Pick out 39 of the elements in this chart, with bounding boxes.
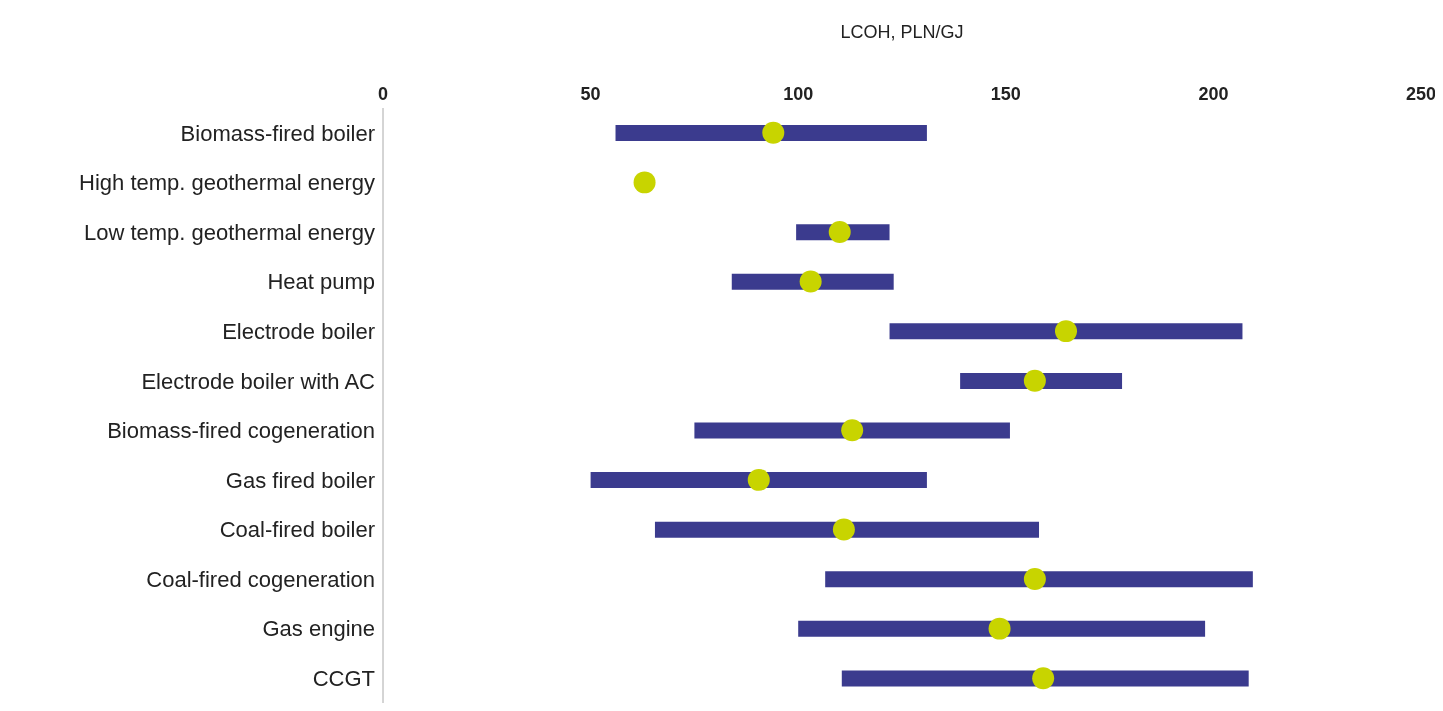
x-tick-label: 0 bbox=[377, 84, 389, 104]
point bbox=[841, 419, 864, 442]
x-tick-label: 250 bbox=[1405, 84, 1437, 104]
y-tick-label: Low temp. geothermal energy bbox=[83, 219, 375, 245]
bar bbox=[798, 620, 1206, 637]
y-tick-label: Gas fired boiler bbox=[225, 467, 375, 493]
y-tick-label: Heat pump bbox=[267, 269, 375, 295]
y-tick-label: CCGT bbox=[312, 666, 375, 692]
point bbox=[988, 617, 1011, 640]
point bbox=[762, 121, 785, 144]
point bbox=[799, 270, 822, 293]
bar bbox=[694, 422, 1010, 439]
y-tick-label: Electrode boiler with AC bbox=[141, 368, 376, 394]
bar bbox=[825, 571, 1253, 588]
x-tick-label: 200 bbox=[1198, 84, 1229, 104]
point bbox=[832, 518, 855, 541]
bar bbox=[615, 125, 927, 141]
y-tick-label: Gas engine bbox=[262, 616, 375, 642]
point bbox=[747, 468, 770, 491]
x-tick-label: 150 bbox=[990, 84, 1021, 104]
bar bbox=[654, 521, 1040, 538]
point bbox=[828, 220, 851, 243]
y-tick-label: High temp. geothermal energy bbox=[79, 170, 375, 196]
y-tick-label: Coal-fired boiler bbox=[219, 517, 375, 543]
point bbox=[1023, 369, 1046, 392]
y-tick-label: Biomass-fired cogeneration bbox=[107, 418, 375, 444]
y-tick-label: Biomass-fired boiler bbox=[180, 120, 375, 146]
y-tick-label: Electrode boiler bbox=[222, 318, 375, 344]
bar bbox=[889, 323, 1243, 340]
point bbox=[1023, 568, 1046, 591]
bar bbox=[590, 472, 927, 489]
y-tick-label: Coal-fired cogeneration bbox=[146, 566, 375, 592]
point bbox=[1055, 320, 1077, 343]
x-axis-title: LCOH, PLN/GJ bbox=[839, 22, 965, 43]
point bbox=[633, 171, 656, 194]
x-tick-label: 100 bbox=[783, 84, 814, 104]
bar bbox=[841, 670, 1249, 687]
point bbox=[1032, 667, 1055, 690]
x-tick-label: 50 bbox=[580, 84, 601, 104]
